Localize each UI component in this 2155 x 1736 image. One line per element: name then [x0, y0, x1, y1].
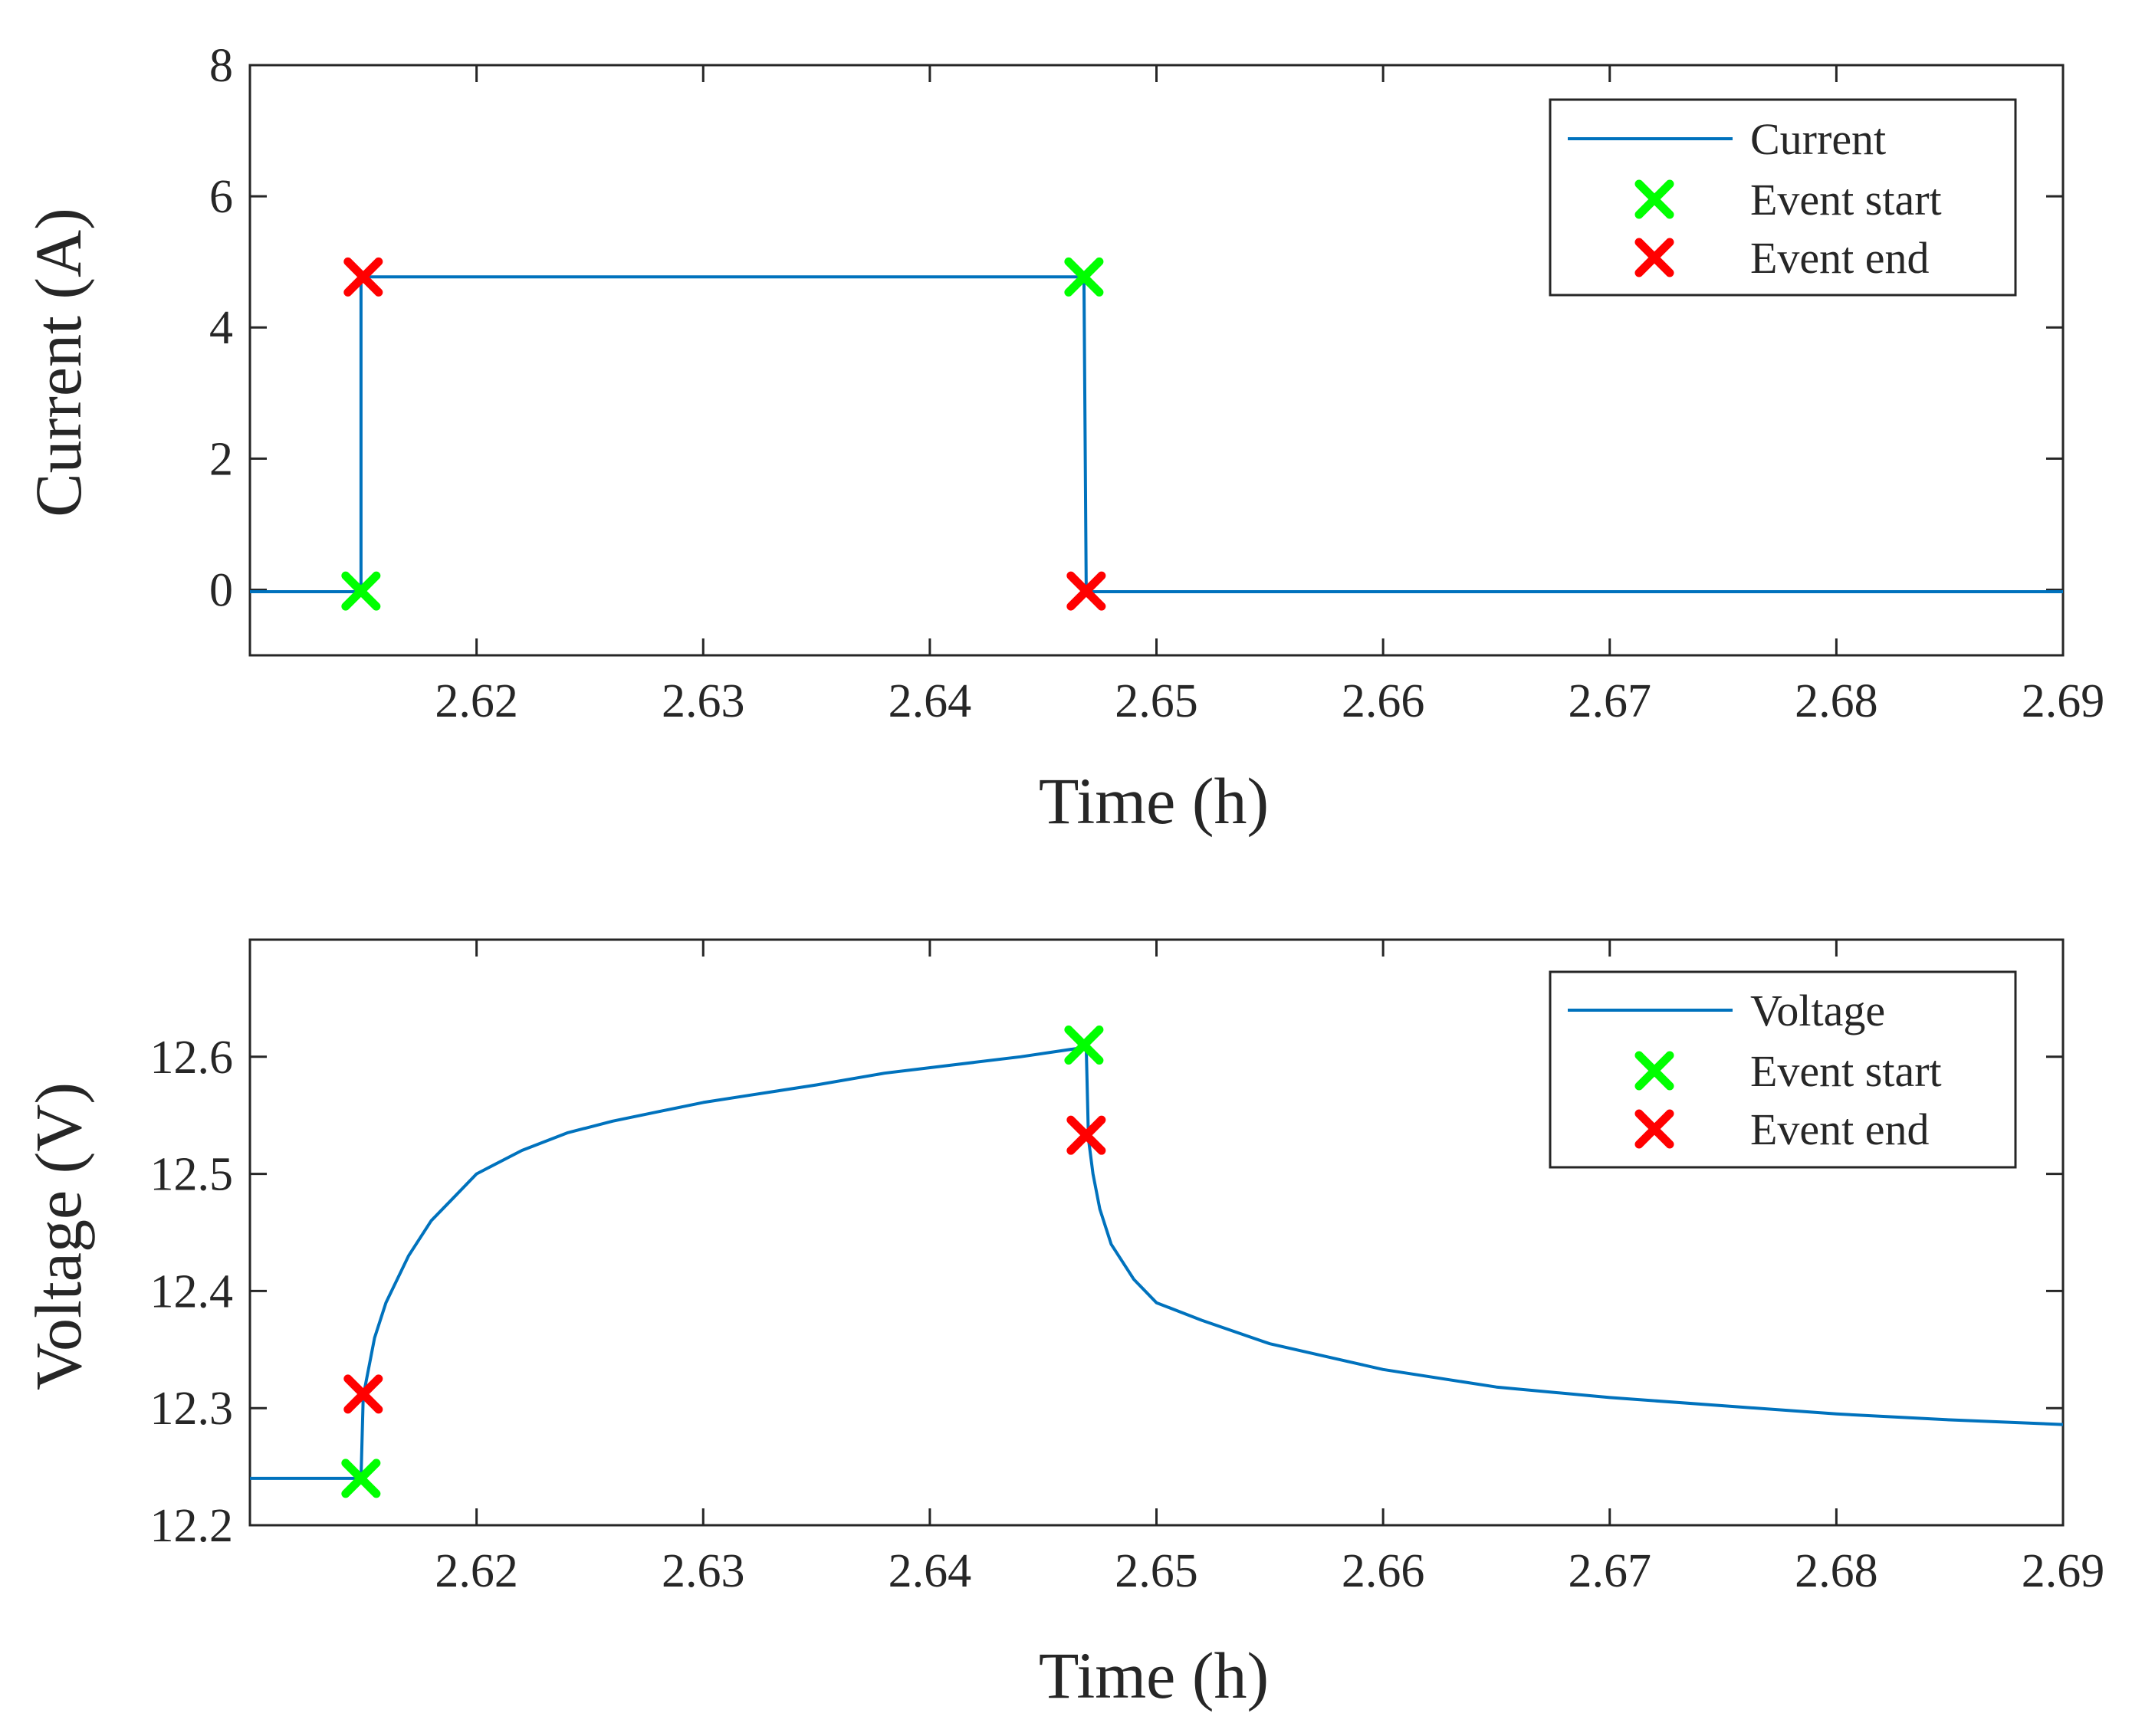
current-xlabel: Time (h): [1039, 764, 1269, 838]
y-tick-label: 12.5: [150, 1149, 234, 1201]
x-tick-label: 2.65: [1115, 675, 1198, 727]
legend-entry-event-end: Event end: [1750, 233, 1930, 283]
voltage-legend: Voltage Event start Event end: [1549, 970, 2017, 1169]
voltage-ylabel: Voltage (V): [21, 1082, 95, 1390]
y-tick-label: 0: [209, 564, 233, 616]
x-tick-label: 2.64: [889, 675, 972, 727]
y-tick-label: 12.6: [150, 1032, 234, 1084]
current-ylabel: Current (A): [21, 208, 95, 517]
legend-entry-event-start: Event start: [1750, 1046, 1942, 1096]
event-end-marker: [1066, 1115, 1106, 1155]
current-legend: Current Event start Event end: [1549, 98, 2017, 297]
event-start-marker: [341, 571, 381, 611]
x-tick-label: 2.67: [1569, 675, 1652, 727]
x-tick-label: 2.66: [1342, 675, 1425, 727]
legend-end-marker: [1634, 238, 1674, 277]
x-tick-label: 2.66: [1342, 1545, 1425, 1597]
voltage-panel: Voltage (V) Time (h) 2.62 2.63 2.64 2.65 2.6…: [21, 938, 2105, 1712]
legend-start-marker: [1634, 1051, 1674, 1091]
y-tick-label: 12.3: [150, 1383, 234, 1435]
legend-entry-event-end: Event end: [1750, 1104, 1930, 1154]
event-start-marker: [1064, 1026, 1104, 1065]
y-tick-label: 4: [209, 302, 233, 354]
y-tick-label: 2: [209, 433, 233, 485]
voltage-series-line: [250, 1045, 2064, 1480]
x-tick-label: 2.63: [662, 675, 745, 727]
legend-entry-voltage: Voltage: [1750, 986, 1885, 1035]
legend-end-marker: [1634, 1109, 1674, 1149]
voltage-xlabel: Time (h): [1039, 1639, 1269, 1712]
y-tick-label: 12.2: [150, 1500, 234, 1552]
x-tick-label: 2.65: [1115, 1545, 1198, 1597]
x-tick-label: 2.69: [2022, 1545, 2105, 1597]
event-start-marker: [1064, 257, 1104, 297]
x-tick-label: 2.62: [435, 1545, 518, 1597]
event-end-marker: [343, 257, 383, 297]
x-tick-label: 2.64: [889, 1545, 972, 1597]
legend-start-marker: [1634, 179, 1674, 219]
current-panel: Current (A) Time (h) 2.62 2.63 2.64 2.65 2.6…: [21, 40, 2104, 838]
x-tick-label: 2.67: [1569, 1545, 1652, 1597]
event-start-marker: [341, 1459, 381, 1498]
legend-entry-current: Current: [1750, 114, 1886, 164]
x-tick-label: 2.68: [1795, 1545, 1878, 1597]
voltage-legend-box: [1549, 970, 2017, 1169]
y-tick-label: 6: [209, 171, 233, 223]
x-tick-label: 2.69: [2022, 675, 2105, 727]
event-end-marker: [1066, 571, 1106, 611]
y-tick-label: 8: [209, 40, 233, 92]
y-tick-label: 12.4: [150, 1265, 234, 1318]
x-tick-label: 2.68: [1795, 675, 1878, 727]
legend-entry-event-start: Event start: [1750, 175, 1942, 225]
x-tick-label: 2.62: [435, 675, 518, 727]
x-tick-label: 2.63: [662, 1545, 745, 1597]
current-series-line: [250, 275, 2063, 593]
event-end-marker: [343, 1374, 383, 1414]
current-legend-box: [1549, 98, 2017, 297]
